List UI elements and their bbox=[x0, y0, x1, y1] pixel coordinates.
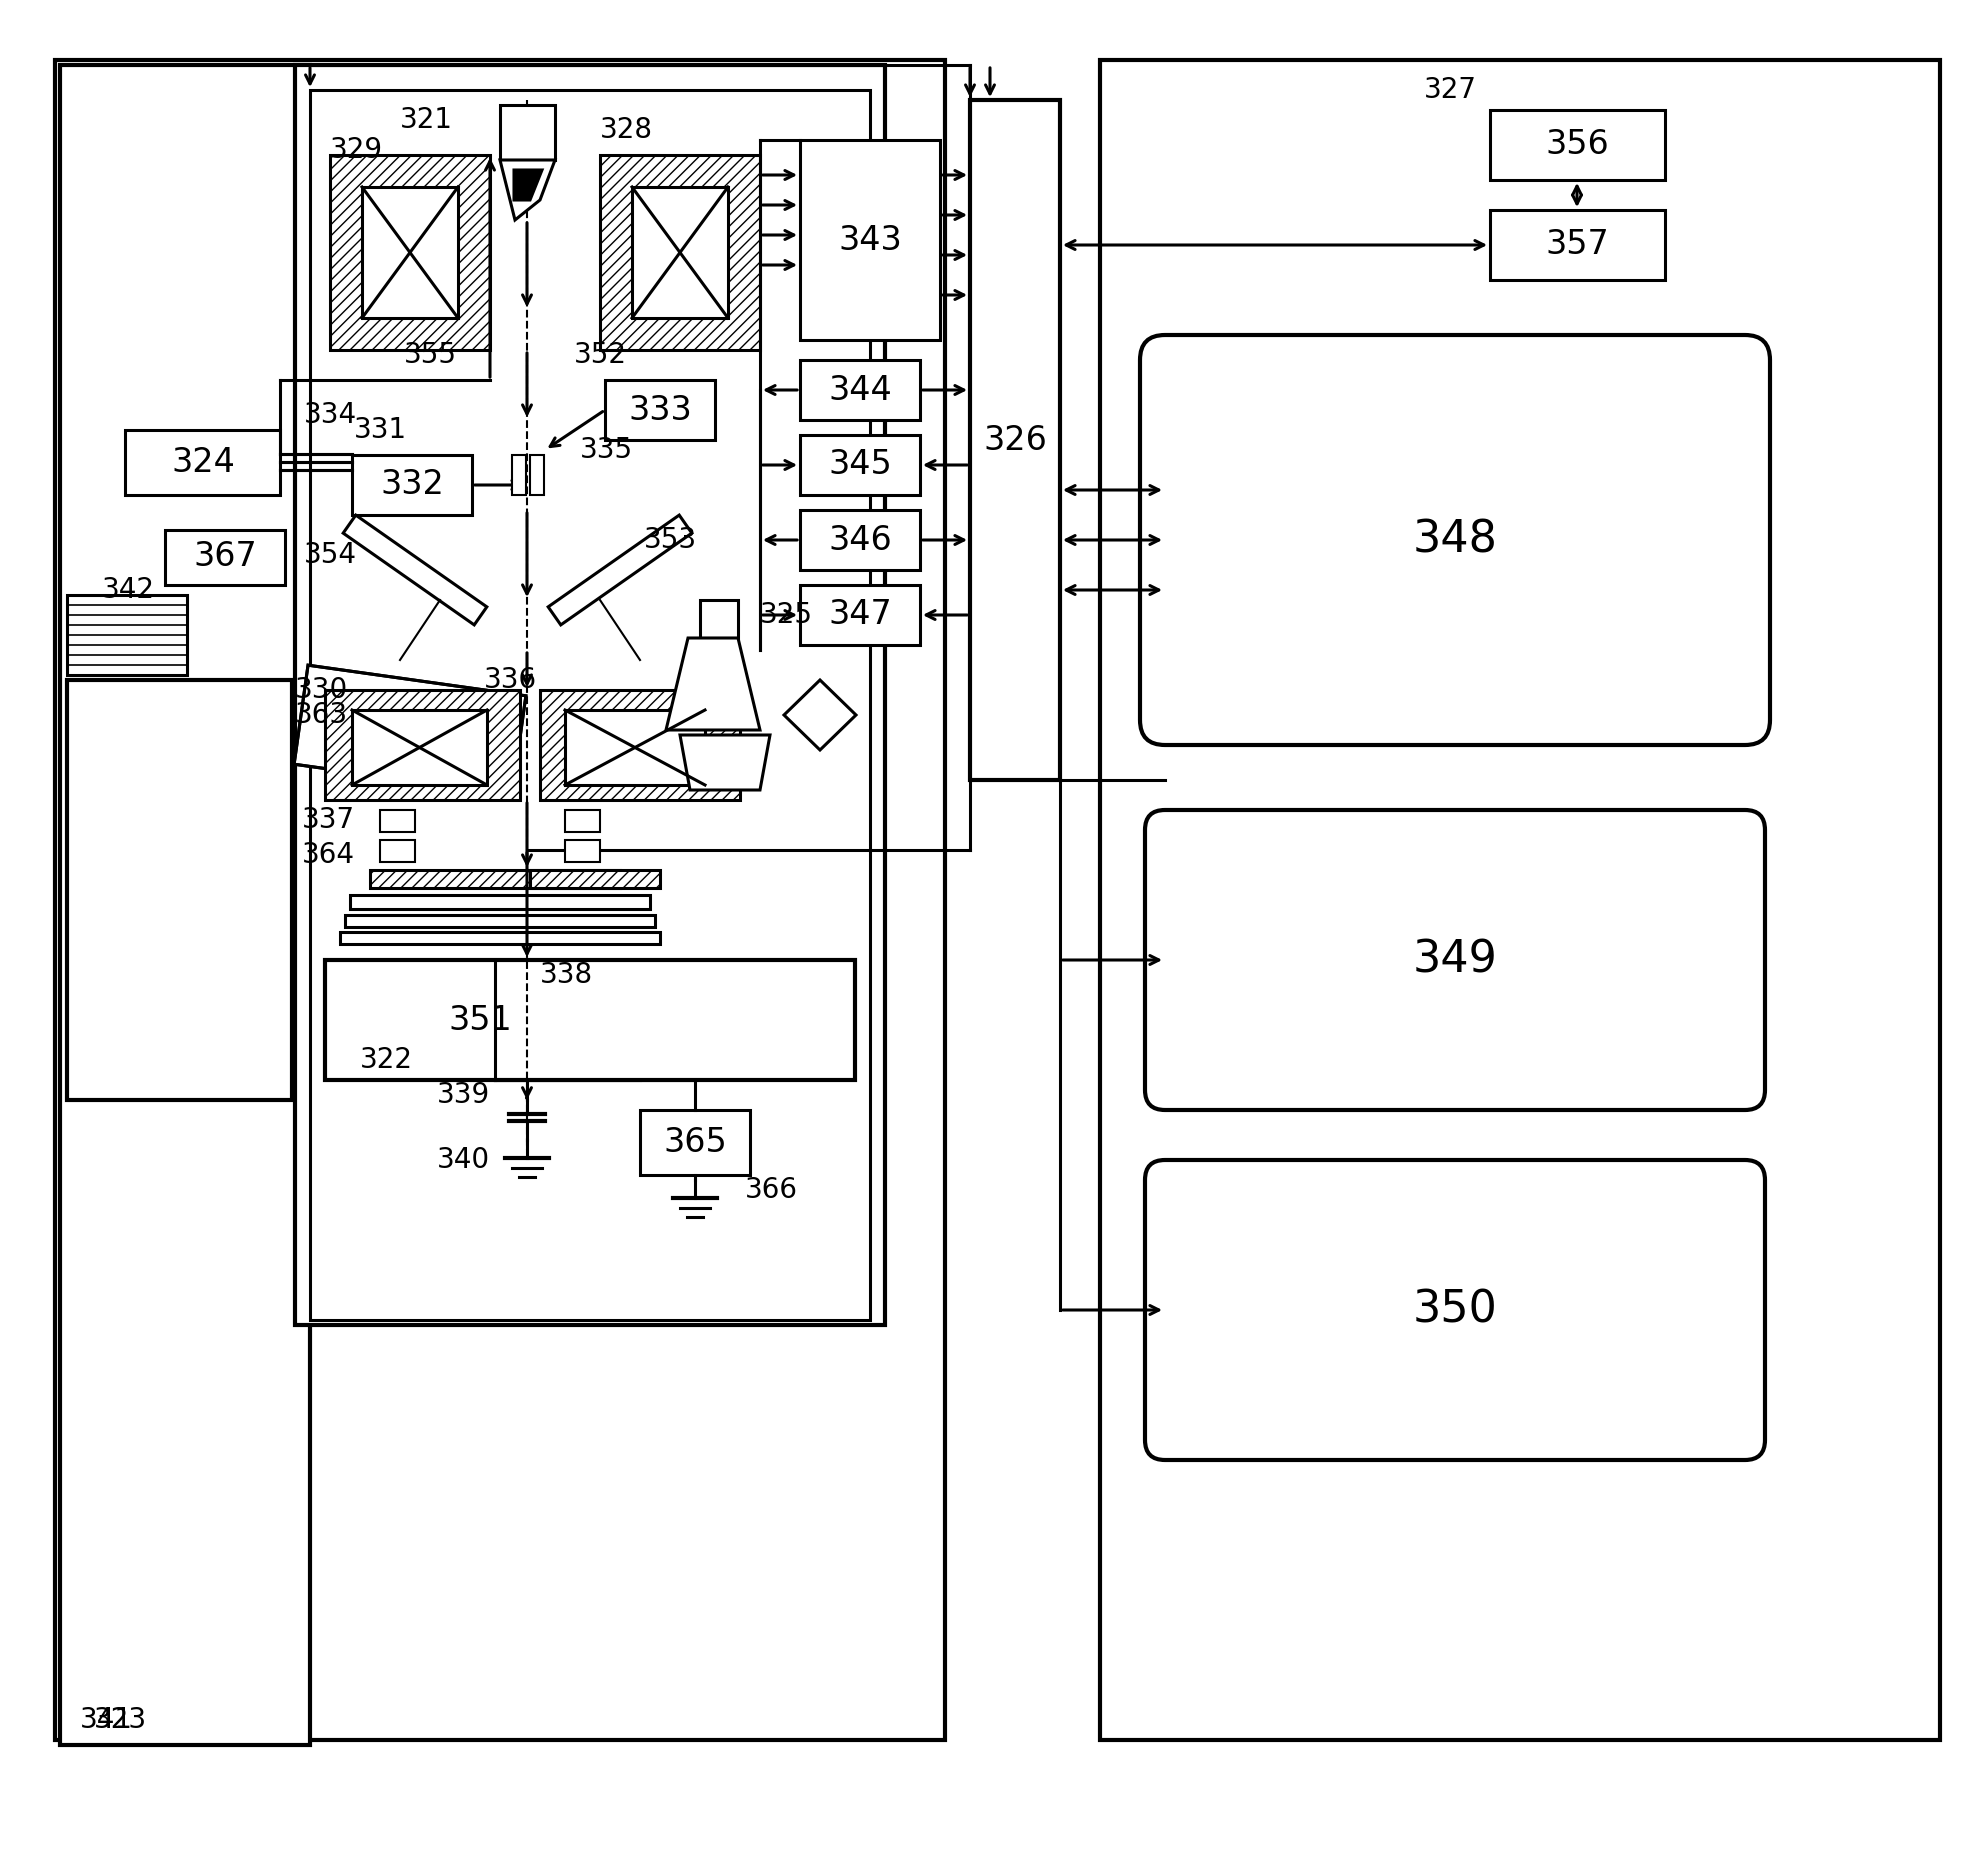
Text: 333: 333 bbox=[628, 394, 692, 427]
Text: 356: 356 bbox=[1546, 128, 1609, 161]
Text: 349: 349 bbox=[1413, 938, 1498, 982]
Text: 336: 336 bbox=[484, 666, 537, 694]
Text: 332: 332 bbox=[381, 468, 444, 501]
Bar bbox=[632, 187, 727, 318]
Bar bbox=[1490, 109, 1665, 179]
Bar bbox=[801, 435, 920, 496]
Bar bbox=[371, 870, 620, 888]
Bar bbox=[529, 870, 660, 888]
Text: 335: 335 bbox=[581, 437, 632, 464]
Text: 348: 348 bbox=[1413, 518, 1498, 562]
Bar bbox=[67, 681, 291, 1101]
Bar bbox=[309, 91, 870, 1321]
Text: 367: 367 bbox=[192, 540, 258, 574]
Text: 341: 341 bbox=[79, 1706, 133, 1733]
Bar bbox=[640, 1110, 749, 1175]
Text: 366: 366 bbox=[745, 1177, 799, 1204]
Bar bbox=[700, 599, 737, 638]
Polygon shape bbox=[680, 734, 769, 790]
Text: 330: 330 bbox=[295, 675, 349, 705]
Bar bbox=[325, 690, 519, 799]
Text: 327: 327 bbox=[1423, 76, 1477, 104]
Bar bbox=[325, 960, 854, 1080]
Bar bbox=[381, 840, 414, 862]
Bar bbox=[801, 141, 939, 340]
Bar bbox=[67, 596, 186, 675]
Text: 345: 345 bbox=[828, 448, 892, 481]
Text: 342: 342 bbox=[101, 575, 155, 603]
Polygon shape bbox=[549, 514, 692, 625]
Text: 325: 325 bbox=[759, 601, 813, 629]
Text: 329: 329 bbox=[329, 137, 383, 165]
Bar bbox=[363, 187, 458, 318]
Text: 343: 343 bbox=[838, 224, 902, 257]
Bar bbox=[165, 529, 285, 585]
Polygon shape bbox=[785, 681, 856, 749]
Text: 337: 337 bbox=[301, 807, 355, 834]
Bar bbox=[565, 840, 601, 862]
Bar bbox=[511, 455, 525, 496]
Bar bbox=[565, 810, 601, 832]
Text: 334: 334 bbox=[303, 401, 357, 429]
Bar bbox=[345, 916, 654, 927]
Bar bbox=[125, 429, 279, 496]
Bar bbox=[605, 379, 716, 440]
Polygon shape bbox=[666, 638, 759, 731]
FancyBboxPatch shape bbox=[1146, 1160, 1766, 1460]
Text: 353: 353 bbox=[644, 525, 696, 553]
Bar bbox=[59, 65, 309, 1745]
Bar bbox=[565, 710, 706, 784]
Bar bbox=[601, 155, 759, 350]
Text: 324: 324 bbox=[170, 446, 236, 479]
Bar bbox=[329, 155, 490, 350]
Polygon shape bbox=[343, 514, 488, 625]
Text: 357: 357 bbox=[1546, 229, 1609, 261]
Text: 323: 323 bbox=[93, 1706, 147, 1733]
Text: 347: 347 bbox=[828, 599, 892, 631]
Bar bbox=[969, 100, 1060, 781]
Bar bbox=[353, 710, 488, 784]
FancyBboxPatch shape bbox=[1146, 810, 1766, 1110]
Text: 339: 339 bbox=[436, 1080, 490, 1108]
Polygon shape bbox=[293, 666, 525, 796]
Text: 326: 326 bbox=[983, 424, 1046, 457]
Text: 363: 363 bbox=[295, 701, 349, 729]
Text: 344: 344 bbox=[828, 374, 892, 407]
Bar bbox=[801, 585, 920, 646]
Bar bbox=[351, 895, 650, 908]
Text: 350: 350 bbox=[1413, 1288, 1498, 1332]
Bar bbox=[801, 511, 920, 570]
Polygon shape bbox=[499, 159, 555, 220]
Polygon shape bbox=[513, 170, 541, 200]
Text: 364: 364 bbox=[301, 842, 355, 869]
Text: 340: 340 bbox=[436, 1145, 490, 1175]
Bar bbox=[353, 455, 472, 514]
Text: 322: 322 bbox=[361, 1045, 412, 1075]
Bar bbox=[801, 361, 920, 420]
Bar bbox=[499, 105, 555, 159]
Bar bbox=[539, 690, 739, 799]
Bar bbox=[381, 810, 414, 832]
FancyBboxPatch shape bbox=[1140, 335, 1770, 746]
Text: 351: 351 bbox=[448, 1003, 511, 1036]
Text: 328: 328 bbox=[601, 117, 652, 144]
Text: 331: 331 bbox=[353, 416, 406, 444]
Bar bbox=[55, 59, 945, 1741]
Bar bbox=[1490, 211, 1665, 279]
Bar bbox=[529, 455, 543, 496]
Bar bbox=[295, 65, 886, 1325]
Text: 338: 338 bbox=[539, 960, 593, 990]
Text: 321: 321 bbox=[400, 105, 454, 133]
Text: 365: 365 bbox=[664, 1127, 727, 1160]
Text: 346: 346 bbox=[828, 524, 892, 557]
Bar bbox=[341, 932, 660, 944]
Text: 352: 352 bbox=[573, 340, 626, 368]
Bar bbox=[1100, 59, 1940, 1741]
Text: 354: 354 bbox=[303, 540, 357, 570]
Text: 355: 355 bbox=[404, 340, 456, 368]
